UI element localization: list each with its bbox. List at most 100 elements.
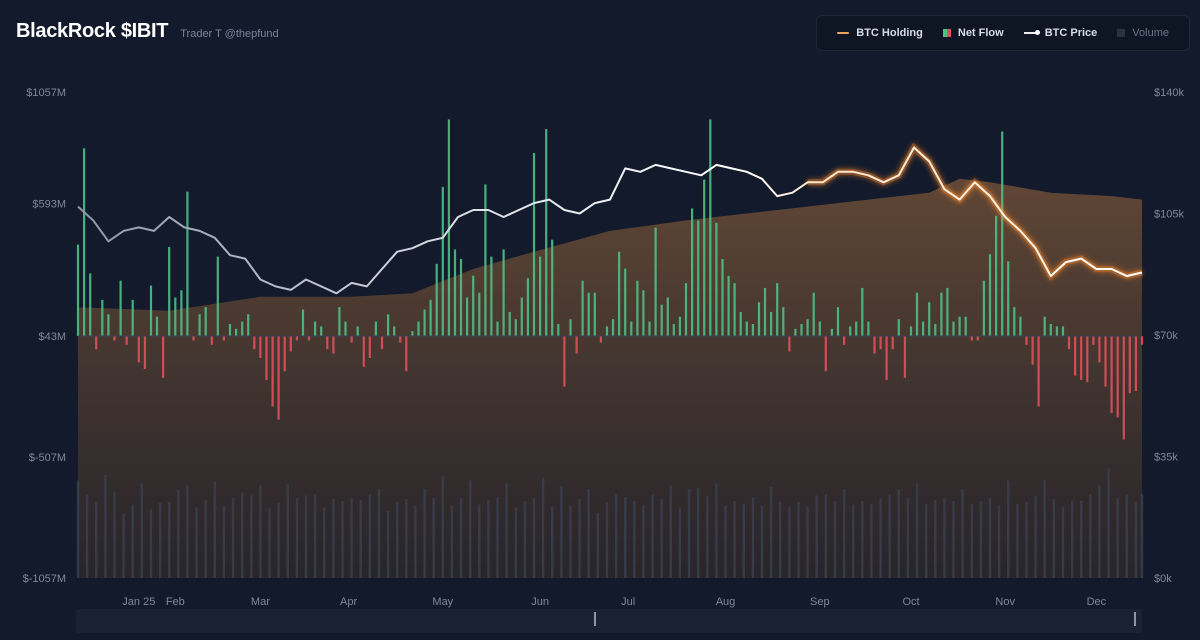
- net-flow-bar-169[interactable]: [1104, 336, 1107, 387]
- net-flow-bar-77[interactable]: [545, 129, 548, 336]
- net-flow-bar-145[interactable]: [958, 316, 961, 336]
- net-flow-bar-72[interactable]: [514, 319, 517, 336]
- net-flow-bar-159[interactable]: [1043, 316, 1046, 336]
- net-flow-bar-34[interactable]: [283, 336, 286, 372]
- net-flow-bar-5[interactable]: [107, 314, 110, 336]
- net-flow-bar-133[interactable]: [885, 336, 888, 380]
- net-flow-bar-33[interactable]: [277, 336, 280, 420]
- net-flow-bar-73[interactable]: [520, 297, 523, 337]
- net-flow-bar-40[interactable]: [320, 326, 323, 336]
- net-flow-bar-148[interactable]: [976, 336, 979, 341]
- net-flow-bar-61[interactable]: [447, 119, 450, 337]
- range-start-handle[interactable]: [594, 612, 596, 626]
- net-flow-bar-7[interactable]: [119, 280, 122, 336]
- net-flow-bar-110[interactable]: [745, 321, 748, 336]
- net-flow-bar-64[interactable]: [466, 297, 469, 337]
- net-flow-bar-171[interactable]: [1116, 336, 1119, 418]
- net-flow-bar-74[interactable]: [526, 278, 529, 336]
- net-flow-bar-166[interactable]: [1086, 336, 1089, 383]
- net-flow-bar-58[interactable]: [429, 299, 432, 336]
- net-flow-bar-10[interactable]: [137, 336, 140, 363]
- net-flow-bar-170[interactable]: [1110, 336, 1113, 413]
- net-flow-bar-158[interactable]: [1037, 336, 1040, 407]
- legend-item-net-flow[interactable]: Net Flow: [935, 27, 1012, 39]
- net-flow-bar-75[interactable]: [532, 153, 536, 336]
- net-flow-bar-117[interactable]: [788, 336, 791, 352]
- net-flow-bar-18[interactable]: [186, 191, 189, 336]
- net-flow-bar-146[interactable]: [964, 316, 967, 336]
- net-flow-bar-17[interactable]: [180, 290, 183, 336]
- net-flow-bar-81[interactable]: [569, 319, 572, 336]
- net-flow-bar-30[interactable]: [259, 336, 262, 358]
- net-flow-bar-94[interactable]: [648, 321, 651, 336]
- net-flow-bar-12[interactable]: [149, 285, 153, 337]
- time-range-scrollbar[interactable]: [76, 609, 1142, 633]
- net-flow-bar-135[interactable]: [897, 319, 900, 336]
- net-flow-bar-54[interactable]: [405, 336, 408, 372]
- net-flow-bar-32[interactable]: [271, 336, 274, 407]
- net-flow-bar-151[interactable]: [995, 215, 998, 336]
- net-flow-bar-172[interactable]: [1122, 336, 1125, 440]
- net-flow-bar-111[interactable]: [751, 324, 754, 336]
- net-flow-bar-84[interactable]: [587, 292, 590, 336]
- net-flow-bar-154[interactable]: [1013, 307, 1016, 336]
- legend-item-btc-holding[interactable]: BTC Holding: [829, 27, 931, 39]
- net-flow-bar-68[interactable]: [490, 256, 493, 336]
- net-flow-bar-162[interactable]: [1061, 326, 1065, 336]
- net-flow-bar-98[interactable]: [672, 324, 675, 336]
- net-flow-bar-14[interactable]: [162, 336, 165, 378]
- net-flow-bar-43[interactable]: [338, 307, 341, 336]
- net-flow-bar-15[interactable]: [168, 247, 171, 336]
- net-flow-bar-89[interactable]: [618, 251, 621, 336]
- net-flow-bar-163[interactable]: [1067, 336, 1071, 350]
- net-flow-bar-118[interactable]: [794, 328, 797, 336]
- net-flow-bar-22[interactable]: [210, 336, 213, 345]
- net-flow-bar-36[interactable]: [295, 336, 298, 341]
- net-flow-bar-11[interactable]: [143, 336, 146, 369]
- net-flow-bar-60[interactable]: [441, 186, 444, 336]
- net-flow-bar-67[interactable]: [484, 184, 487, 336]
- net-flow-bar-66[interactable]: [478, 292, 481, 336]
- net-flow-bar-47[interactable]: [362, 336, 365, 367]
- net-flow-bar-134[interactable]: [891, 336, 894, 350]
- net-flow-bar-82[interactable]: [575, 336, 578, 354]
- net-flow-bar-16[interactable]: [174, 297, 177, 337]
- net-flow-bar-0[interactable]: [76, 244, 80, 336]
- net-flow-bar-92[interactable]: [636, 280, 639, 336]
- net-flow-bar-25[interactable]: [228, 324, 232, 336]
- net-flow-bar-56[interactable]: [417, 321, 420, 336]
- net-flow-bar-48[interactable]: [368, 336, 371, 358]
- legend-item-volume[interactable]: Volume: [1109, 27, 1177, 39]
- net-flow-bar-132[interactable]: [879, 336, 882, 350]
- net-flow-bar-26[interactable]: [235, 328, 238, 336]
- net-flow-bar-19[interactable]: [192, 336, 195, 341]
- net-flow-bar-69[interactable]: [496, 321, 499, 336]
- net-flow-bar-142[interactable]: [940, 292, 943, 336]
- net-flow-bar-108[interactable]: [733, 283, 736, 336]
- net-flow-bar-79[interactable]: [557, 324, 560, 336]
- net-flow-bar-141[interactable]: [934, 324, 937, 336]
- net-flow-bar-83[interactable]: [581, 280, 584, 336]
- net-flow-bar-129[interactable]: [861, 287, 864, 336]
- net-flow-bar-147[interactable]: [970, 336, 973, 341]
- net-flow-bar-121[interactable]: [812, 292, 815, 336]
- net-flow-bar-96[interactable]: [660, 304, 663, 336]
- net-flow-bar-99[interactable]: [678, 316, 681, 336]
- net-flow-bar-23[interactable]: [216, 256, 219, 336]
- net-flow-bar-138[interactable]: [915, 292, 919, 336]
- net-flow-bar-93[interactable]: [642, 290, 645, 336]
- net-flow-bar-24[interactable]: [222, 336, 225, 341]
- range-end-handle[interactable]: [1134, 612, 1136, 626]
- net-flow-bar-51[interactable]: [387, 314, 390, 336]
- net-flow-bar-13[interactable]: [155, 316, 159, 336]
- net-flow-bar-143[interactable]: [946, 287, 949, 336]
- net-flow-bar-29[interactable]: [253, 336, 256, 350]
- net-flow-bar-101[interactable]: [691, 208, 694, 337]
- net-flow-bar-88[interactable]: [611, 319, 615, 336]
- net-flow-bar-104[interactable]: [709, 119, 712, 337]
- net-flow-bar-70[interactable]: [502, 249, 505, 336]
- net-flow-bar-87[interactable]: [605, 326, 609, 336]
- net-flow-bar-8[interactable]: [125, 336, 128, 345]
- net-flow-bar-6[interactable]: [113, 336, 116, 341]
